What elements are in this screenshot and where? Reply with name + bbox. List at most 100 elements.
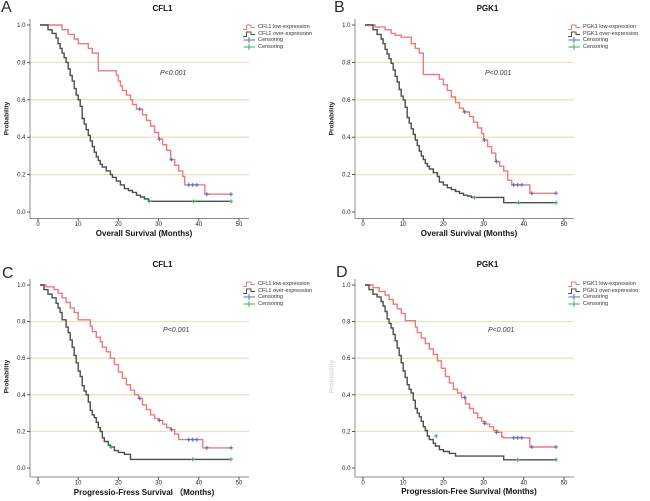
legend-label: PGK1 low-expression	[583, 24, 636, 31]
legend-label: CFL1 low-expression	[258, 281, 310, 288]
panel-title: PGK1	[476, 260, 499, 269]
legend-label: PGK1 over-expression	[583, 287, 639, 294]
legend-censor-sample-icon	[243, 301, 255, 308]
km-panel-c: 1.0 0.8 0.6 0.4 0.2 0.0 0 10 20 30 40 50 C CFL1 Pro…	[0, 250, 325, 501]
svg-text:0.6: 0.6	[342, 356, 351, 362]
p-value-annotation: P<0.001	[163, 327, 190, 334]
legend-item: PGK1 over-expression	[568, 31, 648, 38]
legend-censor-sample-icon	[568, 294, 580, 301]
svg-text:30: 30	[155, 481, 162, 487]
svg-text:0.6: 0.6	[17, 356, 26, 362]
legend-item: CFL1 low-expression	[243, 281, 323, 288]
svg-text:0.4: 0.4	[17, 135, 26, 141]
legend-label: Censoring	[583, 294, 609, 301]
panel-letter: D	[336, 264, 348, 281]
svg-text:0.2: 0.2	[17, 173, 26, 179]
svg-text:10: 10	[400, 222, 407, 228]
x-axis-label: Progressio-Fress Survival （Months)	[73, 488, 215, 497]
legend-item: Censoring	[243, 37, 323, 44]
svg-text:50: 50	[561, 222, 568, 228]
svg-text:0.8: 0.8	[342, 60, 351, 66]
legend-label: PGK1 over-expression	[583, 30, 639, 37]
svg-text:0: 0	[361, 222, 365, 228]
legend-item: Censoring	[568, 301, 648, 308]
legend: PGK1 low-expression PGK1 over-expression C…	[568, 24, 648, 51]
legend-label: Censoring	[583, 301, 609, 308]
svg-text:10: 10	[400, 481, 407, 487]
svg-text:10: 10	[75, 222, 82, 228]
legend-censor-sample-icon	[568, 37, 580, 44]
legend-line-sample-icon	[568, 24, 580, 31]
y-axis-label: Probability	[3, 101, 11, 136]
legend-label: CFL1 over-expression	[258, 30, 313, 37]
svg-text:50: 50	[561, 481, 568, 487]
x-axis-label: Overall Survival (Months)	[95, 229, 193, 238]
svg-text:50: 50	[236, 222, 243, 228]
legend-line-sample-icon	[568, 31, 580, 37]
legend-item: CFL1 over-expression	[243, 31, 323, 38]
legend-item: Censoring	[568, 37, 648, 44]
svg-text:0.2: 0.2	[342, 173, 351, 179]
legend-censor-sample-icon	[243, 44, 255, 51]
svg-text:0.0: 0.0	[17, 466, 26, 472]
svg-text:0.0: 0.0	[342, 210, 351, 216]
legend-label: Censoring	[258, 294, 284, 301]
y-axis-label: Probability	[3, 359, 11, 394]
svg-text:0.4: 0.4	[17, 393, 26, 399]
legend-item: PGK1 low-expression	[568, 281, 648, 288]
svg-text:40: 40	[195, 222, 202, 228]
y-axis-label: Probability	[328, 101, 336, 136]
legend-item: Censoring	[243, 294, 323, 301]
legend-item: Censoring	[243, 301, 323, 308]
panel-title: PGK1	[476, 4, 499, 13]
legend-label: Censoring	[258, 301, 284, 308]
svg-text:0: 0	[361, 481, 365, 487]
svg-text:10: 10	[75, 481, 82, 487]
legend-item: PGK1 over-expression	[568, 288, 648, 295]
svg-text:0.4: 0.4	[342, 393, 351, 399]
legend-line-sample-icon	[568, 281, 580, 288]
legend-label: Censoring	[258, 44, 284, 51]
legend-line-sample-icon	[243, 288, 255, 294]
svg-text:1.0: 1.0	[342, 283, 351, 289]
legend-line-sample-icon	[243, 31, 255, 37]
legend-censor-sample-icon	[243, 294, 255, 301]
legend: CFL1 low-expression CFL1 over-expression C…	[243, 281, 323, 308]
legend-label: Censoring	[258, 37, 284, 44]
svg-text:0.0: 0.0	[342, 466, 351, 472]
svg-text:40: 40	[195, 481, 202, 487]
legend-item: Censoring	[243, 44, 323, 51]
svg-text:20: 20	[115, 222, 122, 228]
svg-text:0.2: 0.2	[17, 429, 26, 435]
svg-text:0.0: 0.0	[17, 210, 26, 216]
y-axis-label: Probability	[328, 359, 336, 394]
legend-label: PGK1 low-expression	[583, 281, 636, 288]
legend-label: CFL1 over-expression	[258, 287, 313, 294]
panel-letter: B	[334, 0, 345, 16]
svg-text:30: 30	[480, 222, 487, 228]
legend-item: CFL1 low-expression	[243, 24, 323, 31]
panel-title: CFL1	[152, 4, 173, 13]
svg-text:40: 40	[520, 222, 527, 228]
svg-text:20: 20	[440, 481, 447, 487]
km-panel-a: 1.0 0.8 0.6 0.4 0.2 0.0 0 10 20 30 40 50 A CFL1 Pro…	[0, 0, 325, 250]
svg-text:0.6: 0.6	[17, 98, 26, 104]
km-panel-b: 1.0 0.8 0.6 0.4 0.2 0.0 0 10 20 30 40 50 B PGK1 Pro…	[325, 0, 650, 250]
legend: PGK1 low-expression PGK1 over-expression C…	[568, 281, 648, 308]
panel-letter: C	[2, 265, 14, 282]
legend-line-sample-icon	[243, 24, 255, 31]
p-value-annotation: P<0.001	[485, 70, 512, 77]
svg-text:0.6: 0.6	[342, 98, 351, 104]
svg-text:1.0: 1.0	[342, 23, 351, 29]
x-axis-label: Overall Survival (Months)	[420, 229, 518, 238]
svg-text:0.8: 0.8	[17, 320, 26, 326]
x-axis-label: Progression-Free Survival (Months)	[401, 487, 537, 496]
legend-label: Censoring	[583, 37, 609, 44]
svg-text:1.0: 1.0	[17, 23, 26, 29]
km-plot-d: 1.0 0.8 0.6 0.4 0.2 0.0 0 10 20 30 40 50	[342, 279, 574, 487]
legend-item: Censoring	[568, 294, 648, 301]
legend-line-sample-icon	[568, 288, 580, 294]
svg-text:0.8: 0.8	[342, 320, 351, 326]
p-value-annotation: P<0.001	[488, 327, 515, 334]
